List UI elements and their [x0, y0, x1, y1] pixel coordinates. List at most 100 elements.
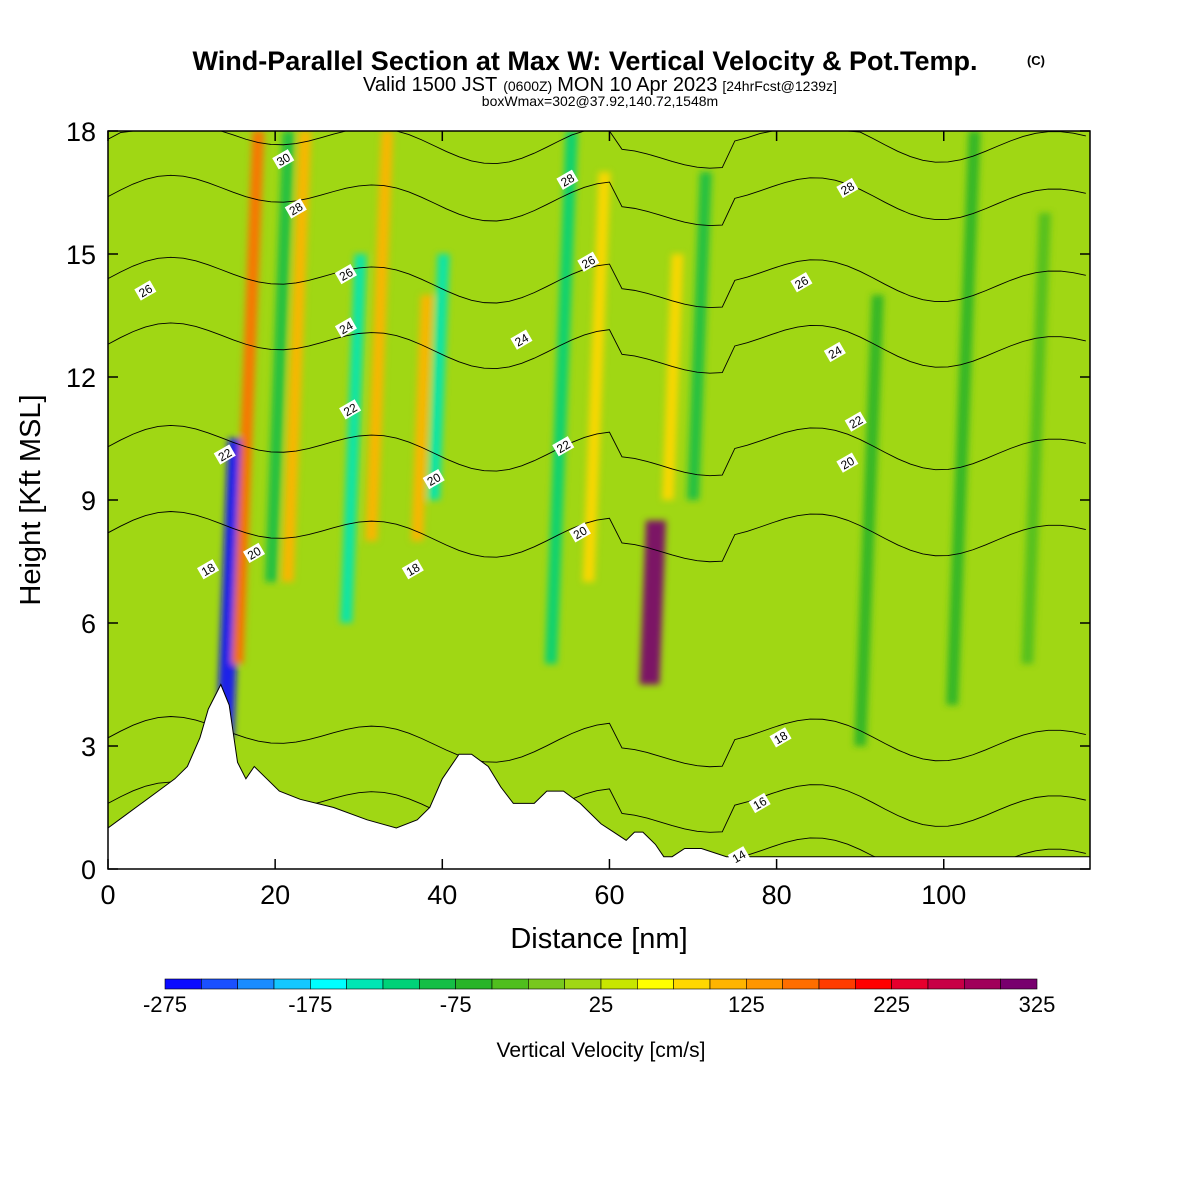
isentrope-label-text: 26 — [136, 281, 155, 300]
colorbar-tick-label: 325 — [1019, 992, 1056, 1017]
isentrope-label-box — [568, 522, 591, 543]
isentrope-label-text: 30 — [274, 150, 293, 169]
x-axis-label: Distance [nm] — [510, 923, 687, 955]
isentrope-18 — [108, 716, 1086, 768]
y-tick-label: 12 — [66, 363, 96, 393]
colorbar-tick-label: -75 — [440, 992, 472, 1017]
isentrope-label-text: 16 — [751, 794, 770, 813]
velocity-band-14 — [946, 131, 981, 705]
velocity-band-9 — [582, 172, 611, 582]
colorbar-swatch — [491, 978, 529, 990]
valid-date: MON 10 Apr 2023 — [557, 74, 717, 96]
velocity-band-13 — [854, 295, 884, 746]
y-tick-label: 9 — [81, 486, 96, 516]
isentrope-label-text: 18 — [199, 560, 218, 579]
isentrope-label-text: 20 — [245, 544, 264, 563]
colorbar-swatch — [1000, 978, 1038, 990]
isentrope-label-box — [823, 341, 846, 363]
isentrope-label: 26 — [790, 272, 813, 293]
colorbar-swatch — [164, 978, 202, 990]
isentrope-label-box — [552, 436, 575, 457]
velocity-band-7 — [411, 295, 433, 541]
x-tick-label: 40 — [427, 880, 457, 910]
valid-line: Valid 1500 JST (0600Z) MON 10 Apr 2023 [24h… — [363, 74, 837, 96]
x-tick-label: 80 — [762, 880, 792, 910]
colorbar-tick-label: -175 — [288, 992, 332, 1017]
isentrope-label-text: 18 — [404, 560, 423, 579]
isentrope-label: 20 — [836, 452, 859, 473]
isentrope-28 — [108, 174, 1086, 227]
colorbar-tick-label: -275 — [143, 992, 187, 1017]
title-copyright-mark: (C) — [1027, 53, 1045, 68]
isentrope-label-box — [836, 177, 859, 199]
isentrope-label-box — [242, 542, 266, 563]
terrain-profile — [108, 683, 1090, 869]
isentrope-label: 22 — [339, 399, 362, 420]
isentrope-label: 18 — [401, 559, 424, 580]
colorbar-swatch — [673, 978, 711, 990]
isentrope-label-box — [727, 846, 750, 867]
colorbar-tick-label: 225 — [873, 992, 910, 1017]
isentrope-label-text: 26 — [337, 265, 356, 284]
colorbar-swatch — [891, 978, 929, 990]
isentrope-label-box — [510, 329, 533, 350]
box-max-info: boxWmax=302@37.92,140.72,1548m — [482, 93, 718, 109]
isentrope-24 — [108, 322, 1086, 374]
colorbar-swatch — [855, 978, 892, 990]
isentrope-label-box — [836, 452, 859, 473]
x-tick-label: 0 — [100, 880, 115, 910]
isentrope-label: 18 — [769, 727, 792, 748]
colorbar-swatch — [746, 978, 783, 990]
y-tick-label: 15 — [66, 240, 96, 270]
isentrope-22 — [108, 424, 1086, 477]
y-tick-label: 3 — [81, 732, 96, 762]
isentrope-label: 24 — [823, 341, 846, 363]
velocity-band-3 — [281, 131, 312, 582]
isentrope-label-box — [213, 444, 236, 465]
colorbar-swatch — [237, 978, 275, 990]
isentrope-label-box — [196, 559, 220, 580]
isentrope-label: 20 — [568, 522, 591, 543]
colorbar-swatch — [600, 978, 638, 990]
isentrope-label-text: 22 — [216, 445, 235, 464]
colorbar-swatch — [637, 978, 674, 990]
isentrope-label-text: 24 — [337, 318, 356, 337]
colorbar — [164, 978, 1038, 990]
velocity-band-6 — [427, 254, 450, 500]
colorbar-swatch — [201, 978, 238, 990]
y-tick-label: 6 — [81, 609, 96, 639]
velocity-band-10 — [639, 520, 666, 685]
isentrope-label-text: 20 — [838, 454, 857, 473]
isentrope-label: 22 — [552, 436, 575, 457]
isentrope-label-text: 24 — [512, 331, 531, 350]
colorbar-swatch — [927, 978, 965, 990]
y-axis-ticks: 0 3 6 9 12 15 18 — [66, 117, 1090, 885]
isentrope-label: 28 — [284, 198, 307, 219]
isentrope-label-text: 28 — [287, 199, 306, 218]
isentrope-label: 18 — [196, 559, 220, 580]
isentrope-label-text: 22 — [554, 437, 573, 456]
velocity-band-4 — [340, 254, 367, 623]
isentrope-label-box — [134, 280, 157, 301]
isentrope-label-text: 28 — [558, 171, 577, 190]
x-tick-label: 100 — [921, 880, 966, 910]
isentrope-label-text: 18 — [771, 728, 790, 747]
velocity-band-5 — [365, 131, 394, 541]
chart-title: Wind-Parallel Section at Max W: Vertical… — [193, 46, 978, 76]
isentrope-label-text: 20 — [571, 523, 590, 542]
isentrope-label-text: 20 — [425, 470, 444, 489]
isentrope-label-box — [577, 251, 600, 272]
colorbar-swatch — [964, 978, 1001, 990]
isentrope-30 — [108, 131, 1086, 169]
colorbar-swatch — [346, 978, 384, 990]
isentrope-label: 28 — [556, 169, 579, 190]
isentrope-label-text: 26 — [579, 253, 598, 272]
colorbar-swatch — [818, 978, 856, 990]
isentrope-label-box — [339, 399, 362, 420]
plot-area: 30 28 28 28 26 26 26 26 24 24 24 22 22 22 22 20 20 20 20 18… — [108, 131, 1090, 869]
isentrope-label-box — [844, 411, 867, 432]
x-axis-ticks: 0 20 40 60 80 100 — [100, 131, 966, 910]
isentrope-label-box — [790, 272, 813, 293]
isentrope-label: 22 — [213, 444, 236, 465]
isentrope-label-text: 22 — [847, 413, 866, 432]
